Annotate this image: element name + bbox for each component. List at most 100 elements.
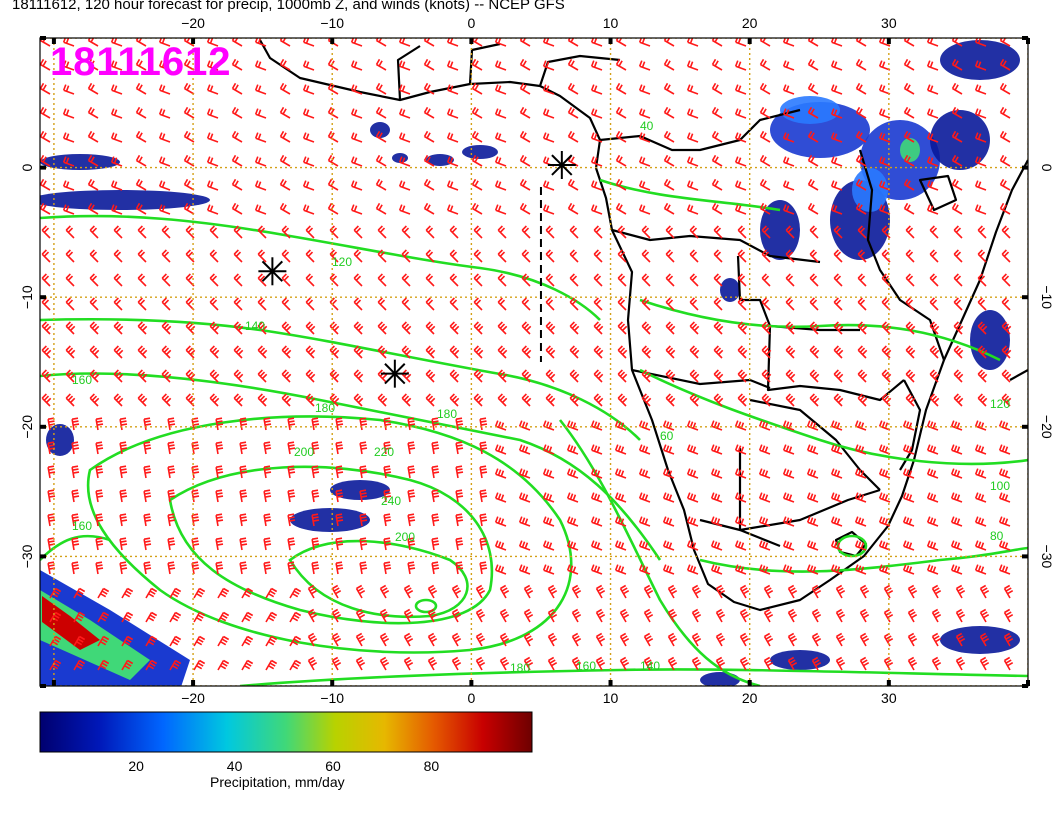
wind-barb xyxy=(329,393,340,407)
wind-barb xyxy=(121,659,134,671)
wind-barb xyxy=(143,417,152,431)
contour-line xyxy=(288,539,469,619)
wind-barb xyxy=(401,393,412,407)
wind-barb xyxy=(590,468,603,479)
wind-barb xyxy=(830,84,843,95)
wind-barb xyxy=(401,345,412,359)
wind-barb xyxy=(951,106,963,119)
wind-barb xyxy=(782,60,795,71)
precip-area xyxy=(940,626,1020,654)
wind-barb xyxy=(711,202,723,215)
wind-barb xyxy=(759,130,771,143)
wind-barb xyxy=(305,393,316,407)
wind-barb xyxy=(782,492,795,503)
wind-barb xyxy=(710,444,723,455)
wind-barb xyxy=(287,537,296,551)
wind-barb xyxy=(521,321,532,335)
wind-barb xyxy=(119,537,128,551)
wind-barb xyxy=(590,204,603,215)
wind-barb xyxy=(763,656,774,671)
wind-barb xyxy=(787,656,798,671)
wind-barb xyxy=(974,468,987,479)
wind-barb xyxy=(377,249,387,263)
wind-barb xyxy=(233,393,244,407)
wind-barb xyxy=(479,513,488,527)
wind-barb xyxy=(49,659,62,671)
wind-barb xyxy=(331,584,342,599)
wind-barb xyxy=(446,204,459,215)
wind-barb xyxy=(455,561,464,575)
wind-barb xyxy=(407,417,416,431)
wind-barb xyxy=(167,513,176,527)
wind-barb xyxy=(71,561,80,575)
wind-barb xyxy=(143,513,152,527)
wind-barb xyxy=(785,297,795,311)
wind-barb xyxy=(65,249,75,263)
wind-barb xyxy=(331,632,342,647)
wind-barb xyxy=(857,393,868,407)
wind-barb xyxy=(158,108,171,119)
wind-barb xyxy=(881,345,892,359)
country-border-botswana-sa xyxy=(749,398,881,491)
wind-barb xyxy=(567,202,579,215)
wind-barb xyxy=(667,584,678,599)
country-border-east-africa xyxy=(858,149,946,361)
wind-barb xyxy=(87,202,99,215)
wind-barb xyxy=(359,417,368,431)
wind-barb xyxy=(590,60,603,71)
wind-barb xyxy=(787,632,798,647)
wind-barb xyxy=(135,178,147,191)
wind-barb xyxy=(423,130,435,143)
marker-stroke xyxy=(551,154,573,176)
wind-barb xyxy=(759,38,771,47)
wind-barb xyxy=(643,656,654,671)
wind-barb xyxy=(734,108,747,119)
wind-barb xyxy=(761,369,772,383)
africa-coastline xyxy=(259,39,1028,612)
wind-barb xyxy=(569,393,580,407)
wind-barb xyxy=(929,225,939,239)
wind-barb xyxy=(905,249,915,263)
wind-barb xyxy=(169,635,182,647)
wind-barb xyxy=(241,635,254,647)
wind-barb xyxy=(350,204,363,215)
wind-barb xyxy=(713,225,723,239)
lat-lon-grid xyxy=(40,38,1028,686)
wind-barb xyxy=(662,492,675,503)
high-pressure-marker xyxy=(258,257,287,286)
wind-barb xyxy=(566,444,579,455)
wind-barb xyxy=(1001,321,1012,335)
wind-barb xyxy=(665,345,676,359)
wind-barb xyxy=(302,108,315,119)
wind-barb xyxy=(494,156,507,167)
wind-barb xyxy=(113,345,124,359)
wind-barb xyxy=(425,345,436,359)
contour-label: 80 xyxy=(990,529,1004,543)
wind-barb xyxy=(953,273,963,287)
wind-barb xyxy=(998,492,1011,503)
wind-barb xyxy=(353,297,363,311)
wind-barb xyxy=(926,468,939,479)
wind-barb xyxy=(782,516,795,527)
precip-area xyxy=(462,145,498,159)
wind-barb xyxy=(231,130,243,143)
wind-barb xyxy=(711,154,723,167)
wind-barb xyxy=(233,273,243,287)
wind-barb xyxy=(41,273,51,287)
wind-barb xyxy=(569,273,579,287)
wind-barb xyxy=(40,58,51,71)
lake-victoria xyxy=(918,174,958,212)
wind-barb xyxy=(206,156,219,167)
wind-barb xyxy=(715,608,726,623)
wind-barb xyxy=(593,345,604,359)
wind-barb xyxy=(615,154,627,167)
wind-barb xyxy=(567,82,579,95)
wind-barb xyxy=(761,273,771,287)
wind-barb xyxy=(279,178,291,191)
wind-barb xyxy=(619,608,630,623)
wind-barb xyxy=(1003,584,1014,599)
wind-barb xyxy=(239,537,248,551)
wind-barb xyxy=(523,608,534,623)
wind-barb xyxy=(231,178,243,191)
wind-barb xyxy=(335,441,344,455)
